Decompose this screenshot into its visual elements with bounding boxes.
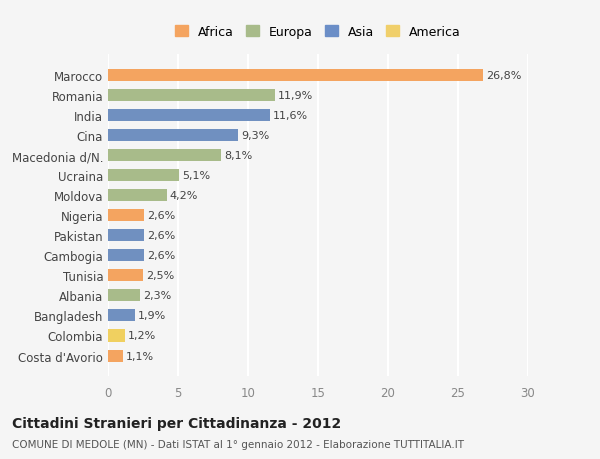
Text: 2,5%: 2,5%	[146, 271, 174, 281]
Bar	[108, 350, 124, 362]
Bar	[108, 310, 134, 322]
Bar	[108, 110, 271, 122]
Bar	[108, 270, 143, 282]
Text: 1,2%: 1,2%	[128, 331, 156, 341]
Text: 8,1%: 8,1%	[224, 151, 253, 161]
Text: 2,6%: 2,6%	[147, 231, 175, 241]
Bar	[108, 90, 275, 102]
Text: 11,6%: 11,6%	[273, 111, 308, 121]
Bar	[108, 330, 125, 342]
Bar	[108, 70, 483, 82]
Text: 2,3%: 2,3%	[143, 291, 171, 301]
Text: 2,6%: 2,6%	[147, 251, 175, 261]
Text: 2,6%: 2,6%	[147, 211, 175, 221]
Bar	[108, 190, 167, 202]
Text: 1,9%: 1,9%	[137, 311, 166, 321]
Legend: Africa, Europa, Asia, America: Africa, Europa, Asia, America	[169, 20, 467, 45]
Bar	[108, 290, 140, 302]
Text: 1,1%: 1,1%	[126, 351, 154, 361]
Bar	[108, 170, 179, 182]
Text: 11,9%: 11,9%	[277, 91, 313, 101]
Bar	[108, 210, 145, 222]
Text: 26,8%: 26,8%	[486, 71, 521, 81]
Bar	[108, 250, 145, 262]
Text: 9,3%: 9,3%	[241, 131, 269, 141]
Bar	[108, 150, 221, 162]
Text: COMUNE DI MEDOLE (MN) - Dati ISTAT al 1° gennaio 2012 - Elaborazione TUTTITALIA.: COMUNE DI MEDOLE (MN) - Dati ISTAT al 1°…	[12, 440, 464, 449]
Text: 4,2%: 4,2%	[170, 191, 198, 201]
Bar	[108, 130, 238, 142]
Bar	[108, 230, 145, 242]
Text: Cittadini Stranieri per Cittadinanza - 2012: Cittadini Stranieri per Cittadinanza - 2…	[12, 416, 341, 430]
Text: 5,1%: 5,1%	[182, 171, 211, 181]
